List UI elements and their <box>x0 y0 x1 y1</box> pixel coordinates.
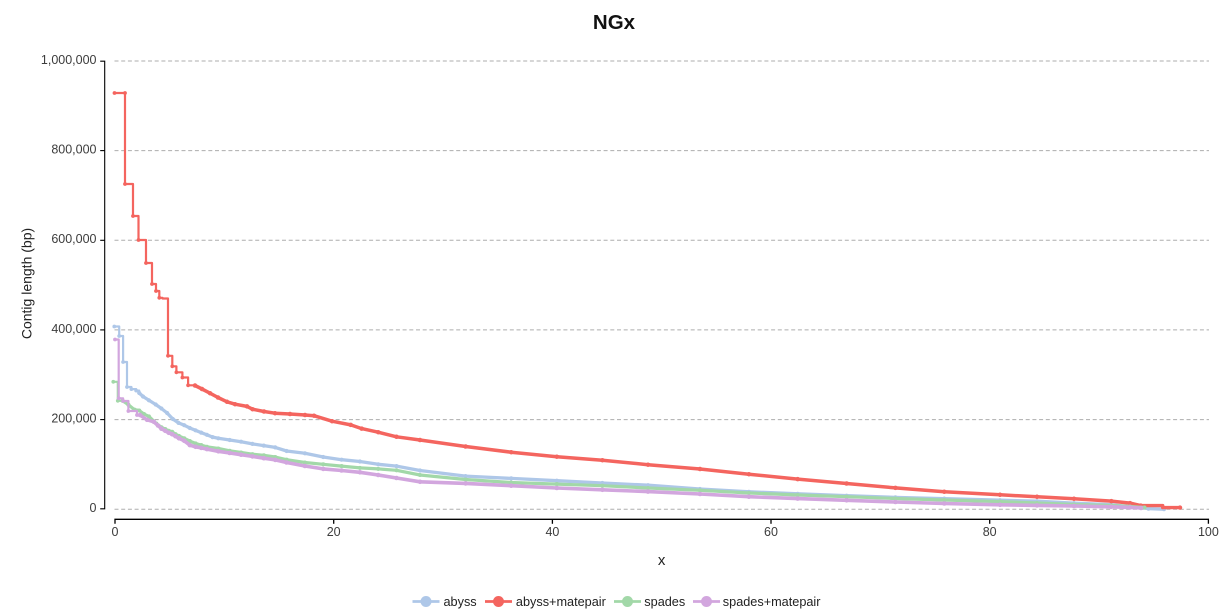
svg-text:20: 20 <box>327 525 341 539</box>
svg-text:abyss: abyss <box>444 595 477 609</box>
svg-text:200,000: 200,000 <box>51 412 96 426</box>
svg-text:spades+matepair: spades+matepair <box>723 595 821 609</box>
svg-text:0: 0 <box>90 501 97 515</box>
svg-text:abyss+matepair: abyss+matepair <box>516 595 607 609</box>
svg-text:100: 100 <box>1198 525 1219 539</box>
svg-text:40: 40 <box>545 525 559 539</box>
svg-text:x: x <box>658 552 666 569</box>
svg-text:60: 60 <box>764 525 778 539</box>
svg-text:800,000: 800,000 <box>51 143 96 157</box>
svg-text:spades: spades <box>644 595 685 609</box>
svg-text:Contig length (bp): Contig length (bp) <box>19 228 35 339</box>
svg-text:1,000,000: 1,000,000 <box>41 53 97 67</box>
svg-text:600,000: 600,000 <box>51 232 96 246</box>
svg-text:400,000: 400,000 <box>51 322 96 336</box>
svg-text:NGx: NGx <box>593 11 636 34</box>
svg-text:0: 0 <box>112 525 119 539</box>
svg-text:80: 80 <box>983 525 997 539</box>
